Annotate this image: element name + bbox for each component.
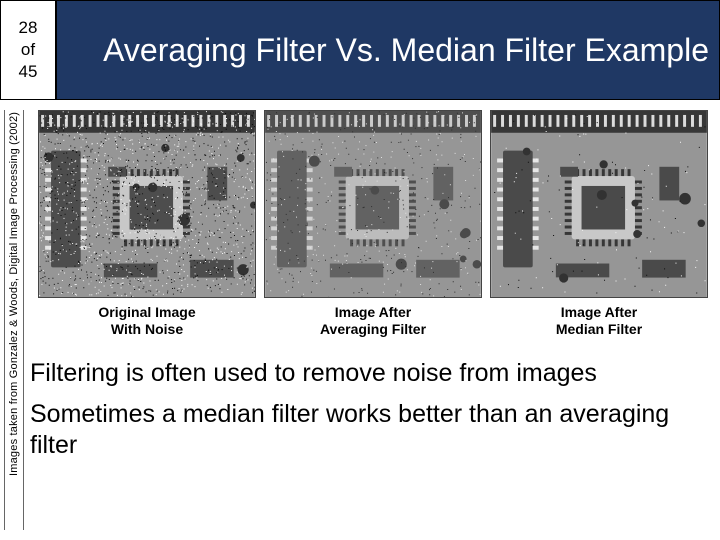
circuit-image-averaging [264,110,482,298]
panel-averaging: Image After Averaging Filter [264,110,482,338]
page-of-word: of [21,39,35,61]
slide-title: Averaging Filter Vs. Median Filter Examp… [56,0,720,100]
slide-content: Original Image With Noise Image After Av… [30,110,716,471]
caption-averaging: Image After Averaging Filter [320,304,426,338]
image-citation: Images taken from Gonzalez & Woods, Digi… [4,110,24,530]
page-current: 28 [19,17,38,39]
caption-median: Image After Median Filter [556,304,642,338]
image-comparison-row: Original Image With Noise Image After Av… [30,110,716,338]
page-total: 45 [19,61,38,83]
panel-median: Image After Median Filter [490,110,708,338]
circuit-image-original [38,110,256,298]
body-paragraph-1: Filtering is often used to remove noise … [30,358,710,389]
body-text: Filtering is often used to remove noise … [30,358,716,462]
circuit-image-median [490,110,708,298]
panel-original: Original Image With Noise [38,110,256,338]
body-paragraph-2: Sometimes a median filter works better t… [30,399,710,462]
caption-original: Original Image With Noise [98,304,195,338]
page-counter: 28 of 45 [0,0,56,100]
